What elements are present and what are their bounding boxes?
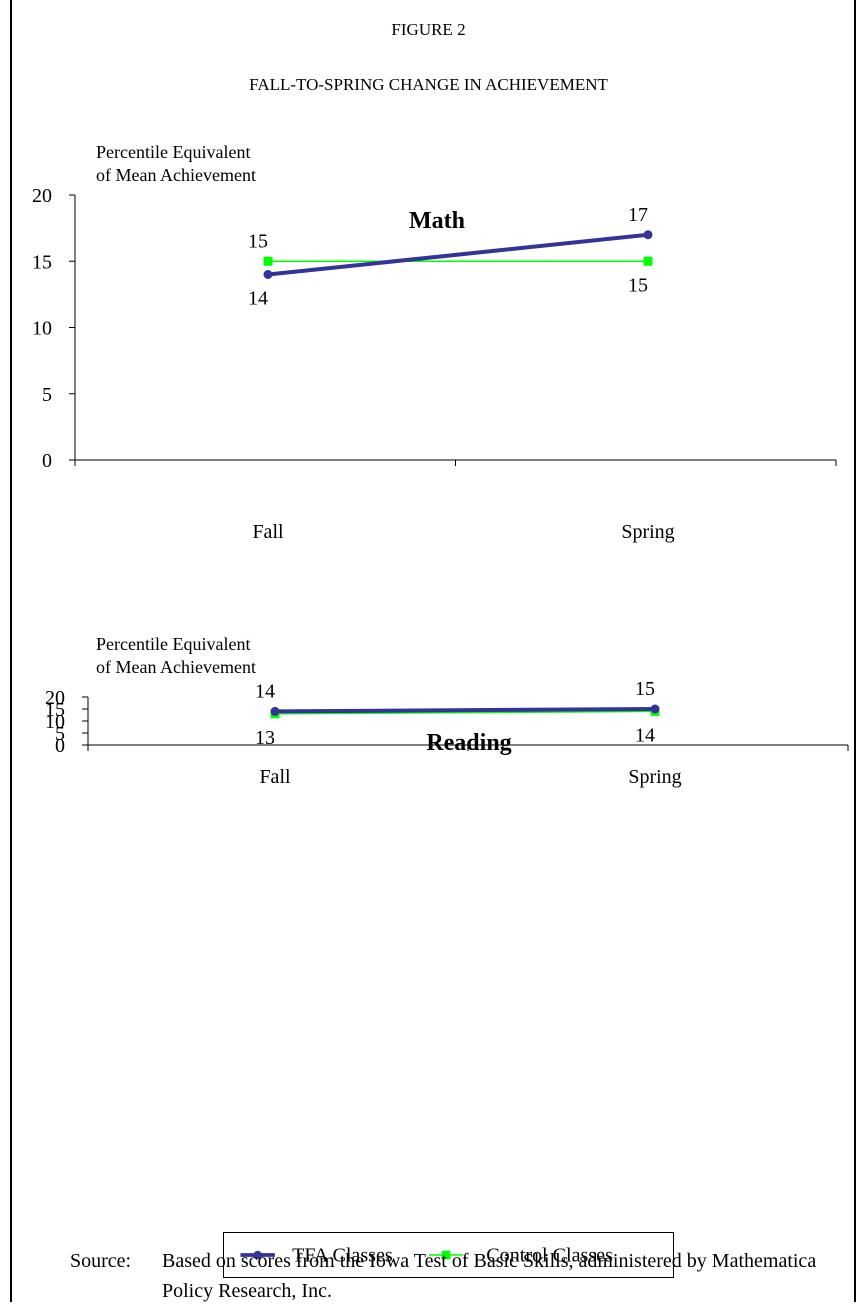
reading-series-line-control bbox=[274, 710, 656, 715]
figure-title: FALL-TO-SPRING CHANGE IN ACHIEVEMENT bbox=[249, 75, 608, 94]
math-y-tick-label: 20 bbox=[32, 185, 52, 207]
legend-marker-tfa bbox=[253, 1250, 262, 1260]
reading-y-tick-label: 20 bbox=[45, 687, 65, 709]
math-y-axis-label: of Mean Achievement bbox=[96, 165, 256, 185]
math-x-tick-label: Spring bbox=[621, 521, 674, 543]
legend-label-control: Control Classes bbox=[486, 1245, 613, 1267]
legend-label-tfa: TFA Classes bbox=[292, 1245, 393, 1267]
reading-series-line-tfa bbox=[274, 707, 656, 714]
reading-chart: Percentile Equivalent of Mean Achievement… bbox=[45, 634, 849, 788]
math-data-point-tfa bbox=[263, 270, 273, 279]
source-label: Source: bbox=[70, 1250, 132, 1272]
reading-y-axis-label: Percentile Equivalent bbox=[96, 634, 250, 654]
frame-right-rule bbox=[854, 0, 856, 1302]
reading-y-tick-label: 15 bbox=[45, 699, 65, 721]
chart-legend: TFA Classes Control Classes bbox=[223, 1232, 674, 1278]
math-data-point-control bbox=[263, 256, 273, 266]
math-chart: Percentile Equivalent of Mean Achievement… bbox=[32, 142, 837, 543]
frame-left-rule bbox=[10, 0, 12, 1302]
math-y-tick-label: 15 bbox=[32, 251, 52, 273]
reading-y-axis-label: of Mean Achievement bbox=[96, 657, 256, 677]
math-y-axis-label: Percentile Equivalent bbox=[96, 142, 250, 162]
math-data-label-control: 15 bbox=[628, 274, 648, 296]
legend-marker-control bbox=[441, 1250, 451, 1260]
reading-x-tick-label: Fall bbox=[259, 766, 291, 788]
math-data-label-control: 15 bbox=[248, 230, 268, 252]
math-data-label-tfa: 14 bbox=[248, 288, 268, 310]
reading-data-point-tfa bbox=[650, 704, 660, 714]
reading-data-label-control: 14 bbox=[635, 724, 655, 746]
source-text: Based on scores from the Iowa Test of Ba… bbox=[162, 1250, 817, 1302]
reading-chart-title: Reading bbox=[426, 730, 511, 756]
reading-y-tick-label: 5 bbox=[55, 723, 65, 745]
reading-x-tick-label: Spring bbox=[628, 766, 681, 788]
math-series-line-tfa bbox=[267, 232, 649, 277]
reading-data-label-tfa: 14 bbox=[255, 680, 275, 702]
math-y-tick-label: 5 bbox=[42, 384, 52, 406]
math-chart-title: Math bbox=[409, 208, 465, 234]
math-x-tick-label: Fall bbox=[252, 521, 284, 543]
math-y-tick-label: 10 bbox=[32, 318, 52, 340]
reading-data-label-tfa: 15 bbox=[635, 678, 655, 700]
math-data-label-tfa: 17 bbox=[628, 204, 648, 226]
math-y-tick-label: 0 bbox=[42, 450, 52, 472]
reading-data-label-control: 13 bbox=[255, 727, 275, 749]
math-data-point-tfa bbox=[643, 230, 653, 240]
reading-data-point-tfa bbox=[270, 706, 280, 716]
reading-y-tick-label: 10 bbox=[45, 711, 65, 733]
math-data-point-control bbox=[643, 256, 653, 266]
reading-y-tick-label: 0 bbox=[55, 735, 65, 757]
figure-label: FIGURE 2 bbox=[391, 20, 466, 39]
